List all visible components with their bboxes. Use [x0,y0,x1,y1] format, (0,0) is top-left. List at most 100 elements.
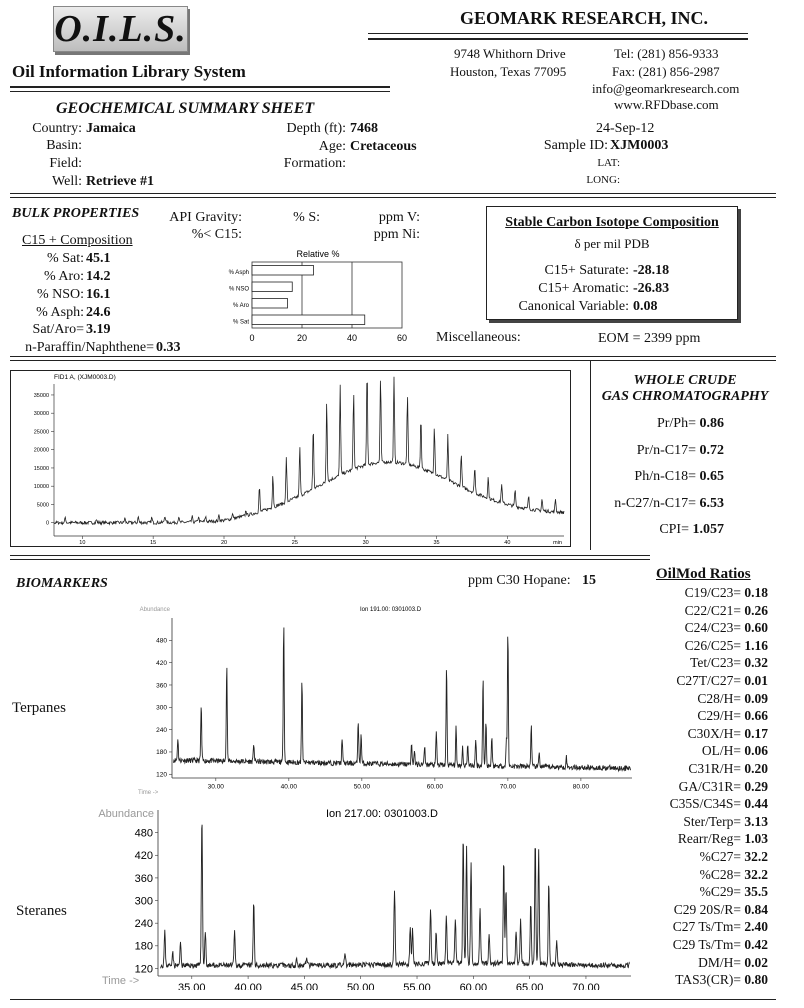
rel-category-label: % Aro [233,303,250,309]
oilmod-ratio-value: 0.02 [741,954,768,970]
canonical-variable-label: Canonical Variable: [518,299,629,314]
oilmod-ratio-value: 0.01 [741,673,768,688]
gc-title-1: WHOLE CRUDE [633,373,737,388]
oilmod-ratio-row: C19/C23= 0.18 [685,585,768,601]
rel-category-label: % Asph [229,270,249,276]
fax: Fax: (281) 856-2987 [612,64,720,79]
depth-label: Depth (ft): [286,121,346,136]
oilmod-ratio-label: GA/C31R= [678,778,741,794]
ion-y-tick-label: 240 [135,918,153,930]
ion-x-tick-label: 80.00 [573,784,590,791]
rel-bar [251,265,314,276]
address-line2: Houston, Texas 77095 [450,64,567,79]
system-name: Oil Information Library System [12,62,246,81]
canonical-variable-value: 0.08 [633,299,658,314]
oilmod-ratio-value: 0.20 [741,761,768,776]
misc-label: Miscellaneous: [436,330,521,345]
ion-y-tick-label: 180 [135,941,153,953]
nickel-label: ppm Ni: [373,227,420,242]
fid-y-tick-label: 35000 [34,393,49,399]
ion-x-tick-label: 40.00 [281,784,298,791]
isotope-sat-label: C15+ Saturate: [544,263,630,278]
sat-value: 45.1 [86,251,111,266]
ion-y-tick-label: 300 [135,895,153,907]
npn-value: 0.33 [156,340,181,355]
oilmod-ratio-label: Rearr/Reg= [677,831,741,847]
fid-x-tick-label: 40 [504,540,510,546]
gc-ratio-value: 0.65 [696,469,725,484]
gc-ratio-row: Ph/n-C18= 0.65 [634,469,724,485]
relative-percent-chart: Relative % % Asph % NSO % Aro % Sat 0 20 40 60 [229,249,407,343]
fid-x-tick-label: 35 [433,540,439,546]
ion-y-tick-label: 120 [135,963,153,975]
well-label: Well: [52,174,82,189]
oilmod-title: OilMod Ratios [656,566,751,582]
ion-y-tick-label: 360 [135,873,153,885]
gc-ratio-label: Ph/n-C18= [634,469,696,484]
rel-category-label: % NSO [229,286,249,292]
summary-title: GEOCHEMICAL SUMMARY SHEET [56,100,315,117]
oilmod-ratio-label: C29 20S/R= [673,901,741,917]
country-value: Jamaica [86,121,136,136]
oilmod-ratio-row: C29 20S/R= 0.84 [674,902,768,918]
pc15-label: %< C15: [191,227,242,242]
oilmod-ratio-label: Ster/Terp= [683,813,741,829]
relative-chart-title: Relative % [296,249,339,259]
ion-x-tick-label: 40.00 [234,982,262,990]
time-label: Time -> [138,790,159,796]
fid-title: FID1 A, (XJM0003.D) [54,374,116,381]
oilmod-ratio-row: DM/H= 0.02 [698,955,768,971]
oilmod-ratio-row: TAS3(CR)= 0.80 [675,972,768,988]
telephone: Tel: (281) 856-9333 [614,46,719,61]
aro-value: 14.2 [86,269,111,284]
formation-label: Formation: [283,156,346,171]
isotope-subtitle: δ per mil PDB [574,236,650,251]
api-gravity-label: API Gravity: [169,210,242,225]
rel-category-label: % Sat [233,319,249,325]
isotope-aro-value: -26.83 [633,281,670,296]
ion-y-tick-label: 120 [156,772,167,779]
gc-ratio-label: n-C27/n-C17= [614,495,696,511]
ion-title: Ion 191.00: 0301003.D [360,607,422,613]
rel-plot-frame [251,261,403,329]
depth-value: 7468 [350,121,378,136]
long-label: LONG: [586,174,620,186]
oilmod-ratio-label: C19/C23= [684,585,741,600]
c15-composition-title: C15 + Composition [22,233,133,248]
gc-ratio-label: Pr/n-C17= [636,442,696,458]
bulk-title: BULK PROPERTIES [12,206,140,221]
ion-y-tick-label: 420 [156,660,167,667]
oilmod-ratio-label: C26/C25= [684,637,741,653]
oilmod-ratio-label: C22/C21= [684,602,741,618]
oilmod-ratio-value: 0.26 [741,602,768,618]
nso-value: 16.1 [86,287,111,302]
fid-y-tick-label: 5000 [37,502,49,508]
ion-y-tick-label: 480 [156,638,167,645]
oilmod-ratio-value: 0.29 [741,778,768,794]
email: info@geomarkresearch.com [592,81,740,96]
oilmod-ratio-label: C35S/C34S= [669,796,741,812]
sat-aro-label: Sat/Aro= [32,322,84,337]
oilmod-ratio-row: C26/C25= 1.16 [685,638,768,654]
oilmod-ratio-row: Ster/Terp= 3.13 [683,814,768,830]
fid-y-tick-label: 15000 [34,466,49,472]
isotope-aro-label: C15+ Aromatic: [538,281,629,296]
gc-ratio-value: 1.057 [689,522,725,537]
fid-y-tick-label: 0 [46,521,49,527]
oilmod-ratio-label: C27T/C27= [676,673,741,688]
sample-id-label: Sample ID: [543,138,608,153]
oilmod-ratio-row: %C27= 32.2 [700,849,768,865]
oilmod-ratio-label: DM/H= [698,954,741,970]
ion-x-tick-label: 50.00 [354,784,371,791]
gc-ratio-value: 0.86 [696,416,725,431]
basin-label: Basin: [46,138,82,153]
eom-value: EOM = 2399 ppm [598,331,701,346]
oilmod-ratio-value: 32.2 [741,849,768,864]
steranes-chromatogram: Abundance Ion 217.00: 0301003.D Time -> 480… [98,808,631,990]
oilmod-ratio-label: OL/H= [701,743,741,759]
oilmod-ratio-row: C29/H= 0.66 [697,708,768,724]
oilmod-ratio-value: 35.5 [741,884,768,900]
ion-x-tick-label: 50.00 [347,982,375,990]
oilmod-ratio-value: 2.40 [741,919,768,935]
oilmod-ratio-label: C27 Ts/Tm= [672,919,741,935]
